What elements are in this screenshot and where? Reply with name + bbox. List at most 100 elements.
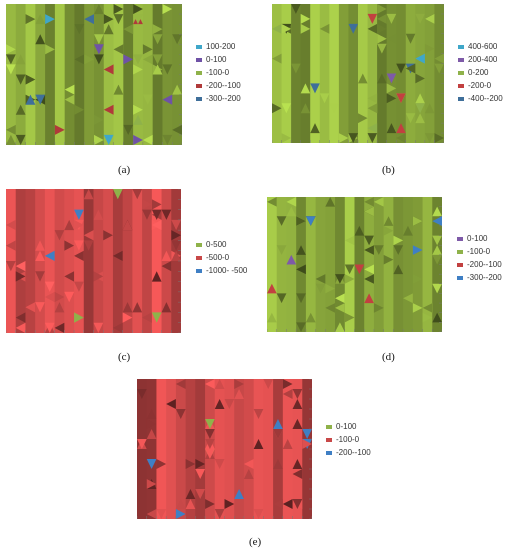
heatmap-surface: [267, 197, 442, 332]
heatmap-cell: [296, 322, 306, 332]
heatmap-cell: [405, 63, 416, 74]
heatmap-cell: [161, 261, 172, 272]
heatmap-cell: [151, 199, 162, 210]
heatmap-cell: [6, 261, 16, 272]
heatmap-cell: [103, 24, 114, 35]
legend-item: -200--100: [326, 446, 371, 459]
heatmap-cell: [325, 283, 336, 294]
heatmap-column: [272, 4, 283, 143]
legend-d: 0-100 -100-0 -200--100 -300--200: [457, 232, 502, 284]
heatmap-cell: [348, 23, 358, 34]
legend-item: -200-0: [458, 79, 503, 92]
heatmap-cell: [93, 209, 104, 220]
heatmap-cell: [54, 124, 65, 135]
heatmap-cell: [273, 499, 283, 509]
heatmap-cell: [113, 44, 124, 55]
heatmap-cell: [133, 134, 143, 145]
legend-swatch: [458, 57, 464, 62]
heatmap-cell: [319, 23, 330, 34]
heatmap-cell: [344, 264, 355, 275]
heatmap-cell: [348, 133, 358, 143]
legend-item: -500-0: [196, 251, 247, 264]
heatmap-cell: [175, 499, 186, 509]
heatmap-cell: [424, 43, 435, 54]
legend-label: -500-0: [206, 253, 230, 262]
heatmap-cell: [335, 274, 345, 284]
heatmap-cell: [74, 250, 84, 261]
heatmap-cell: [54, 230, 65, 241]
heatmap-cell: [434, 53, 444, 64]
heatmap-cell: [15, 104, 26, 115]
heatmap-cell: [151, 271, 162, 282]
heatmap-cell: [358, 73, 368, 84]
heatmap-cell: [267, 197, 277, 207]
caption-b: (b): [382, 164, 395, 176]
heatmap-column: [329, 4, 340, 143]
heatmap-cell: [74, 104, 85, 115]
legend-label: 0-100: [336, 422, 357, 431]
heatmap-cell: [103, 64, 114, 75]
heatmap-cell: [142, 199, 152, 210]
heatmap-cell: [286, 197, 297, 207]
heatmap-surface: [272, 4, 444, 143]
heatmap-cell: [273, 419, 283, 429]
heatmap-cell: [137, 439, 147, 449]
heatmap-cell: [364, 293, 374, 304]
heatmap-cell: [422, 312, 433, 323]
heatmap-column: [123, 4, 134, 145]
heatmap-cell: [74, 209, 84, 220]
heatmap-column: [281, 4, 292, 143]
heatmap-column: [373, 197, 385, 332]
heatmap-cell: [122, 312, 133, 323]
legend-b: 400-600 200-400 0-200 -200-0 -400--200: [458, 40, 503, 105]
heatmap-cell: [172, 34, 182, 45]
heatmap-cell: [364, 197, 374, 207]
heatmap-cell: [44, 322, 55, 333]
heatmap-cell: [224, 399, 235, 409]
heatmap-column: [162, 4, 173, 145]
heatmap-surface: [6, 189, 181, 333]
heatmap-cell: [243, 469, 254, 479]
heatmap-cell: [377, 13, 387, 24]
heatmap-cell: [305, 312, 316, 323]
heatmap-cell: [74, 219, 84, 231]
legend-label: -200--100: [206, 81, 241, 90]
heatmap-cell: [367, 93, 378, 104]
heatmap-cell: [434, 63, 444, 74]
heatmap-cell: [15, 261, 26, 272]
heatmap-cell: [364, 206, 374, 217]
heatmap-cell: [152, 64, 163, 75]
heatmap-column: [103, 189, 114, 333]
heatmap-cell: [151, 209, 162, 220]
heatmap-column: [74, 189, 85, 333]
heatmap-cell: [15, 74, 26, 85]
legend-item: -400--200: [458, 92, 503, 105]
heatmap-cell: [300, 83, 311, 94]
heatmap-cell: [364, 245, 374, 255]
heatmap-column: [422, 197, 433, 332]
heatmap-column: [166, 379, 177, 519]
heatmap-cell: [315, 283, 326, 294]
legend-item: 0-100: [326, 420, 371, 433]
plot-area-c: [6, 189, 181, 333]
heatmap-cell: [146, 429, 157, 439]
heatmap-column: [172, 4, 182, 145]
heatmap-cell: [412, 216, 423, 226]
heatmap-cell: [276, 216, 287, 226]
heatmap-column: [243, 379, 255, 519]
heatmap-surface: [6, 4, 182, 145]
heatmap-column: [291, 4, 302, 143]
heatmap-cell: [432, 254, 442, 265]
legend-item: -100-0: [326, 433, 371, 446]
heatmap-column: [267, 197, 278, 332]
heatmap-cell: [25, 94, 36, 105]
heatmap-cell: [302, 429, 312, 439]
heatmap-cell: [146, 479, 157, 489]
heatmap-cell: [292, 499, 303, 509]
heatmap-column: [224, 379, 235, 519]
heatmap-cell: [224, 499, 235, 509]
heatmap-column: [315, 197, 326, 332]
heatmap-cell: [432, 283, 442, 294]
heatmap-cell: [263, 379, 274, 389]
legend-item: 200-400: [458, 53, 503, 66]
